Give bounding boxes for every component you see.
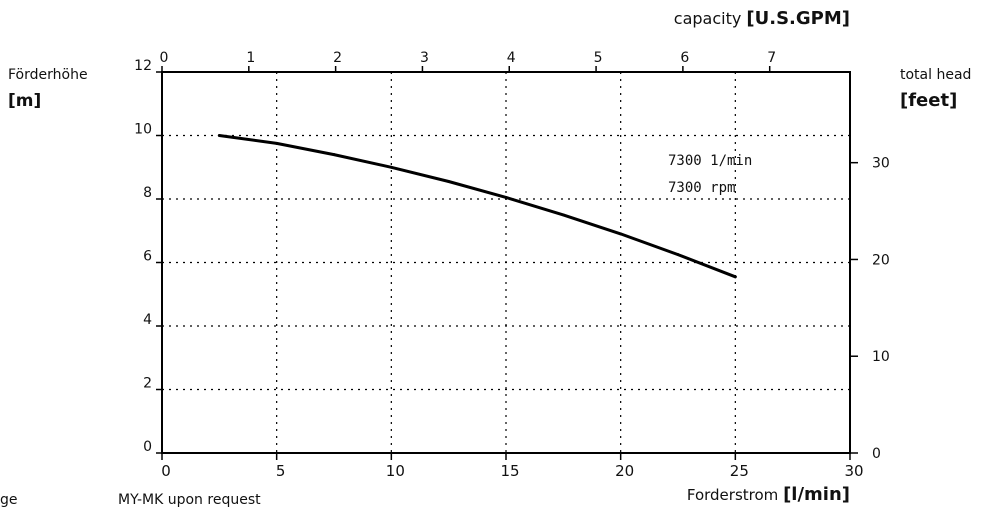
top-axis-label: capacity [U.S.GPM] <box>674 8 850 29</box>
right-axis-label: total head [feet] <box>900 62 971 114</box>
speed-annotation-line-1: 7300 1/min <box>668 153 753 169</box>
footnote-fragment: ge <box>0 492 18 508</box>
curve-point <box>504 196 508 199</box>
bottom-axis-unit: [l/min] <box>783 484 850 505</box>
right-axis-unit: [feet] <box>900 90 958 111</box>
curve-point <box>389 165 393 169</box>
x2-tick-label: 7 <box>767 50 776 66</box>
y2-tick-label: 30 <box>872 156 890 172</box>
curve-point <box>217 134 221 137</box>
y-tick-label: 4 <box>143 312 152 328</box>
left-axis-title: Förderhöhe <box>8 67 88 83</box>
bottom-axis-label: Forderstrom [l/min] <box>687 484 850 505</box>
x2-tick-label: 4 <box>507 50 516 66</box>
x-tick-label: 0 <box>161 462 171 480</box>
curve-point <box>447 180 451 183</box>
pump-curve-line <box>217 134 737 279</box>
speed-annotation-line-2: 7300 rpm <box>668 180 736 196</box>
y-tick-label: 8 <box>143 185 152 201</box>
x2-tick-label: 2 <box>333 50 342 66</box>
curve-point <box>275 142 279 145</box>
y2-tick-label: 10 <box>872 349 890 365</box>
y-tick-label: 10 <box>134 122 152 138</box>
x-tick-label: 15 <box>500 462 519 480</box>
footnote: MY-MK upon request <box>118 492 261 508</box>
x2-tick-label: 3 <box>420 50 429 66</box>
left-axis-label: Förderhöhe [m] <box>8 62 88 114</box>
y-tick-label: 0 <box>143 439 152 455</box>
bottom-axis-title: Forderstrom <box>686 486 779 504</box>
x2-tick-label: 0 <box>160 50 169 66</box>
curve-point <box>733 275 737 279</box>
curve-point <box>619 232 623 236</box>
speed-annotation: 7300 1/min 7300 rpm <box>668 148 752 202</box>
y-tick-label: 2 <box>143 376 152 392</box>
x-tick-label: 20 <box>615 462 634 480</box>
y2-tick-label: 0 <box>872 446 881 462</box>
y-tick-label: 6 <box>143 249 152 265</box>
x2-tick-label: 5 <box>594 50 603 66</box>
x2-tick-label: 1 <box>246 50 255 66</box>
curve-point <box>332 153 336 156</box>
left-axis-unit: [m] <box>8 91 42 111</box>
x2-tick-label: 6 <box>680 50 689 66</box>
curve-point <box>561 213 565 217</box>
right-axis-title: total head <box>900 67 972 83</box>
x-tick-label: 25 <box>730 462 749 480</box>
curve-point <box>676 253 680 256</box>
y-tick-label: 12 <box>134 58 152 74</box>
top-axis-unit: [U.S.GPM] <box>746 8 850 29</box>
x-tick-label: 5 <box>276 462 286 480</box>
top-axis-title: capacity <box>673 9 742 28</box>
y2-tick-label: 20 <box>872 252 890 268</box>
x-tick-label: 30 <box>844 462 863 480</box>
x-tick-label: 10 <box>386 462 405 480</box>
